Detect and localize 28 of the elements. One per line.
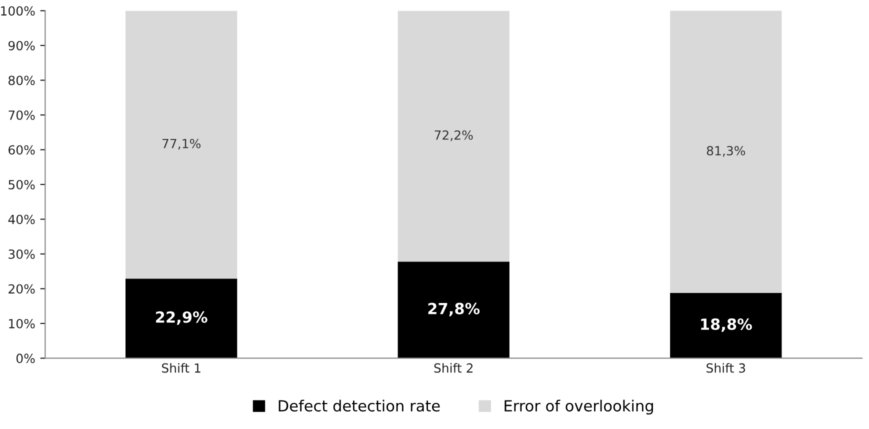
y-tick-label: 50% — [8, 180, 35, 190]
bar — [670, 10, 782, 293]
bar — [398, 262, 510, 358]
y-tick-label: 80% — [8, 76, 35, 86]
x-tick-label: Shift 2 — [434, 363, 473, 373]
data-label: 27,8% — [428, 302, 480, 316]
y-tick-label: 100% — [1, 6, 35, 16]
data-label: 72,2% — [434, 130, 473, 142]
x-tick-label: Shift 1 — [162, 363, 200, 373]
x-tick-label: Shift 3 — [706, 363, 746, 373]
y-tick-label: 90% — [8, 40, 35, 50]
bar — [126, 278, 238, 358]
y-tick-label: 60% — [8, 145, 35, 155]
data-label: 18,8% — [701, 318, 752, 332]
bar — [126, 10, 238, 279]
bar — [398, 10, 510, 262]
data-label: 81,3% — [706, 146, 746, 157]
y-tick-label: 40% — [8, 214, 35, 224]
bar — [670, 292, 782, 358]
y-tick-label: 0% — [16, 354, 35, 364]
y-tick-label: 30% — [8, 249, 35, 259]
data-label: 77,1% — [162, 138, 200, 150]
y-tick-label: 10% — [9, 318, 35, 328]
legend-label: Error of overlooking — [504, 400, 653, 415]
legend-label: Defect detection rate — [278, 400, 440, 412]
y-tick-label: 70% — [8, 110, 35, 120]
y-tick-label: 20% — [8, 284, 35, 294]
data-label: 22,9% — [156, 311, 208, 325]
